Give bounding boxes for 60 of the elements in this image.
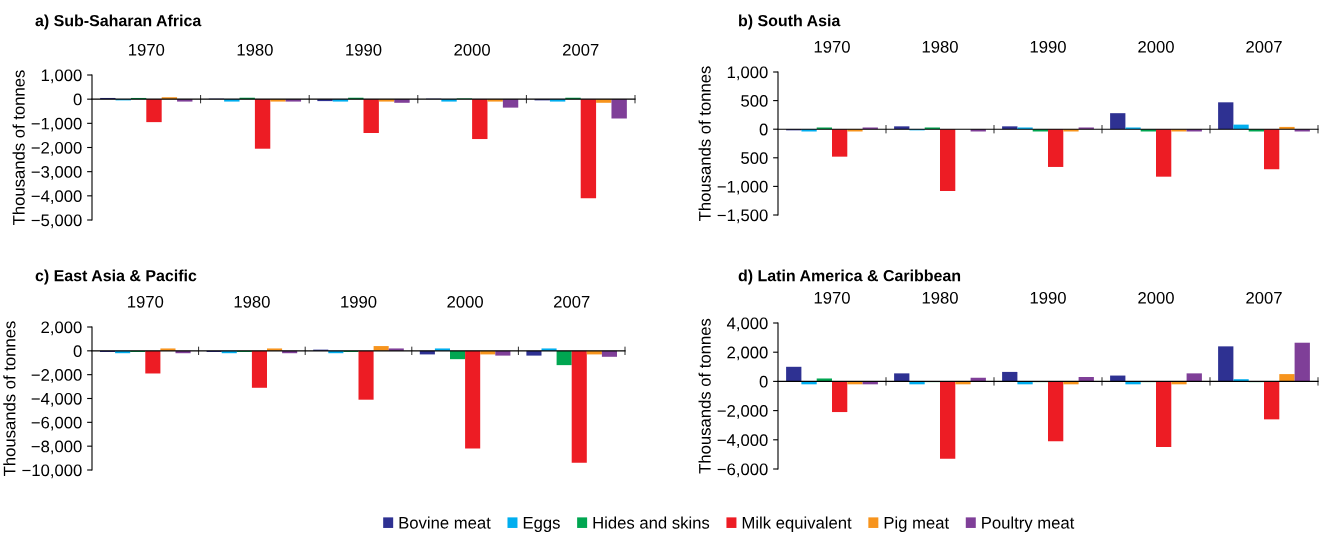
x-tick-label: 1980 [922,291,958,304]
y-tick-label: −2,000 [31,369,82,383]
y-axis-title: Thousands of tonnes [698,66,711,221]
y-tick-label: −8,000 [31,440,82,455]
y-tick-label: −6,000 [31,416,82,431]
legend-label: Pig meat [884,516,949,532]
y-tick-label: −10,000 [22,464,82,479]
x-tick-label: 2000 [1138,40,1174,53]
y-tick-label: 0 [759,375,768,388]
x-tick-label: 1990 [1030,40,1066,53]
chart-title: d) Latin America & Caribbean [738,269,961,285]
y-tick-label: 1,000 [41,69,82,84]
legend-label: Bovine meat [399,516,491,529]
x-tick-label: 1980 [234,295,270,308]
y-tick-label: −2,000 [717,405,768,419]
x-tick-label: 1970 [814,40,850,53]
x-tick-label: 1980 [237,43,273,56]
x-tick-label: 2007 [554,295,590,308]
x-tick-label: 1970 [129,43,165,56]
y-tick-label: −6,000 [717,463,768,478]
y-tick-label: 1,000 [727,66,768,81]
chart-title: c) East Asia & Pacific [35,269,197,285]
y-tick-label: 0 [73,345,82,358]
x-tick-label: 2000 [1138,291,1174,304]
x-tick-label: 2000 [454,43,490,56]
x-tick-label: 1990 [346,43,382,56]
x-tick-label: 1970 [814,291,850,304]
y-tick-label: −1,000 [717,180,768,195]
y-tick-label: 2,000 [727,346,768,361]
legend-label: Hides and skins [593,516,710,529]
y-axis-title: Thousands of tonnes [698,318,711,474]
legend-label: Eggs [523,517,560,532]
y-tick-label: 2,000 [41,321,82,336]
x-tick-label: 2000 [447,295,483,308]
y-tick-label: 500 [741,95,768,107]
legend-label: Milk equivalent [742,516,852,532]
y-tick-label: −2,000 [31,141,82,156]
x-tick-label: 1990 [341,295,377,308]
y-axis-title: Thousands of tonnes [3,321,16,476]
y-tick-label: 500 [741,152,768,164]
legend-label: Poultry meat [982,516,1075,532]
x-tick-label: 2007 [1246,40,1282,53]
y-axis-title: Thousands of tonnes [12,70,25,225]
y-tick-label: −1,000 [31,117,82,132]
x-tick-label: 2007 [563,43,599,56]
y-tick-label: 0 [73,93,82,106]
chart-title: b) South Asia [739,14,841,30]
x-tick-label: 1970 [128,295,164,308]
x-tick-label: 2007 [1246,291,1282,304]
y-tick-label: −5,000 [31,214,82,229]
y-tick-label: −4,000 [31,190,82,205]
x-tick-label: 1980 [922,40,958,53]
x-tick-label: 1990 [1030,291,1066,304]
y-tick-label: 4,000 [726,317,768,332]
y-tick-label: −1,500 [717,209,768,224]
chart-title: a) Sub-Saharan Africa [35,14,202,30]
y-tick-label: −4,000 [717,434,768,448]
y-tick-label: −3,000 [31,166,82,180]
y-tick-label: 0 [759,123,768,136]
y-tick-label: −4,000 [31,392,82,407]
